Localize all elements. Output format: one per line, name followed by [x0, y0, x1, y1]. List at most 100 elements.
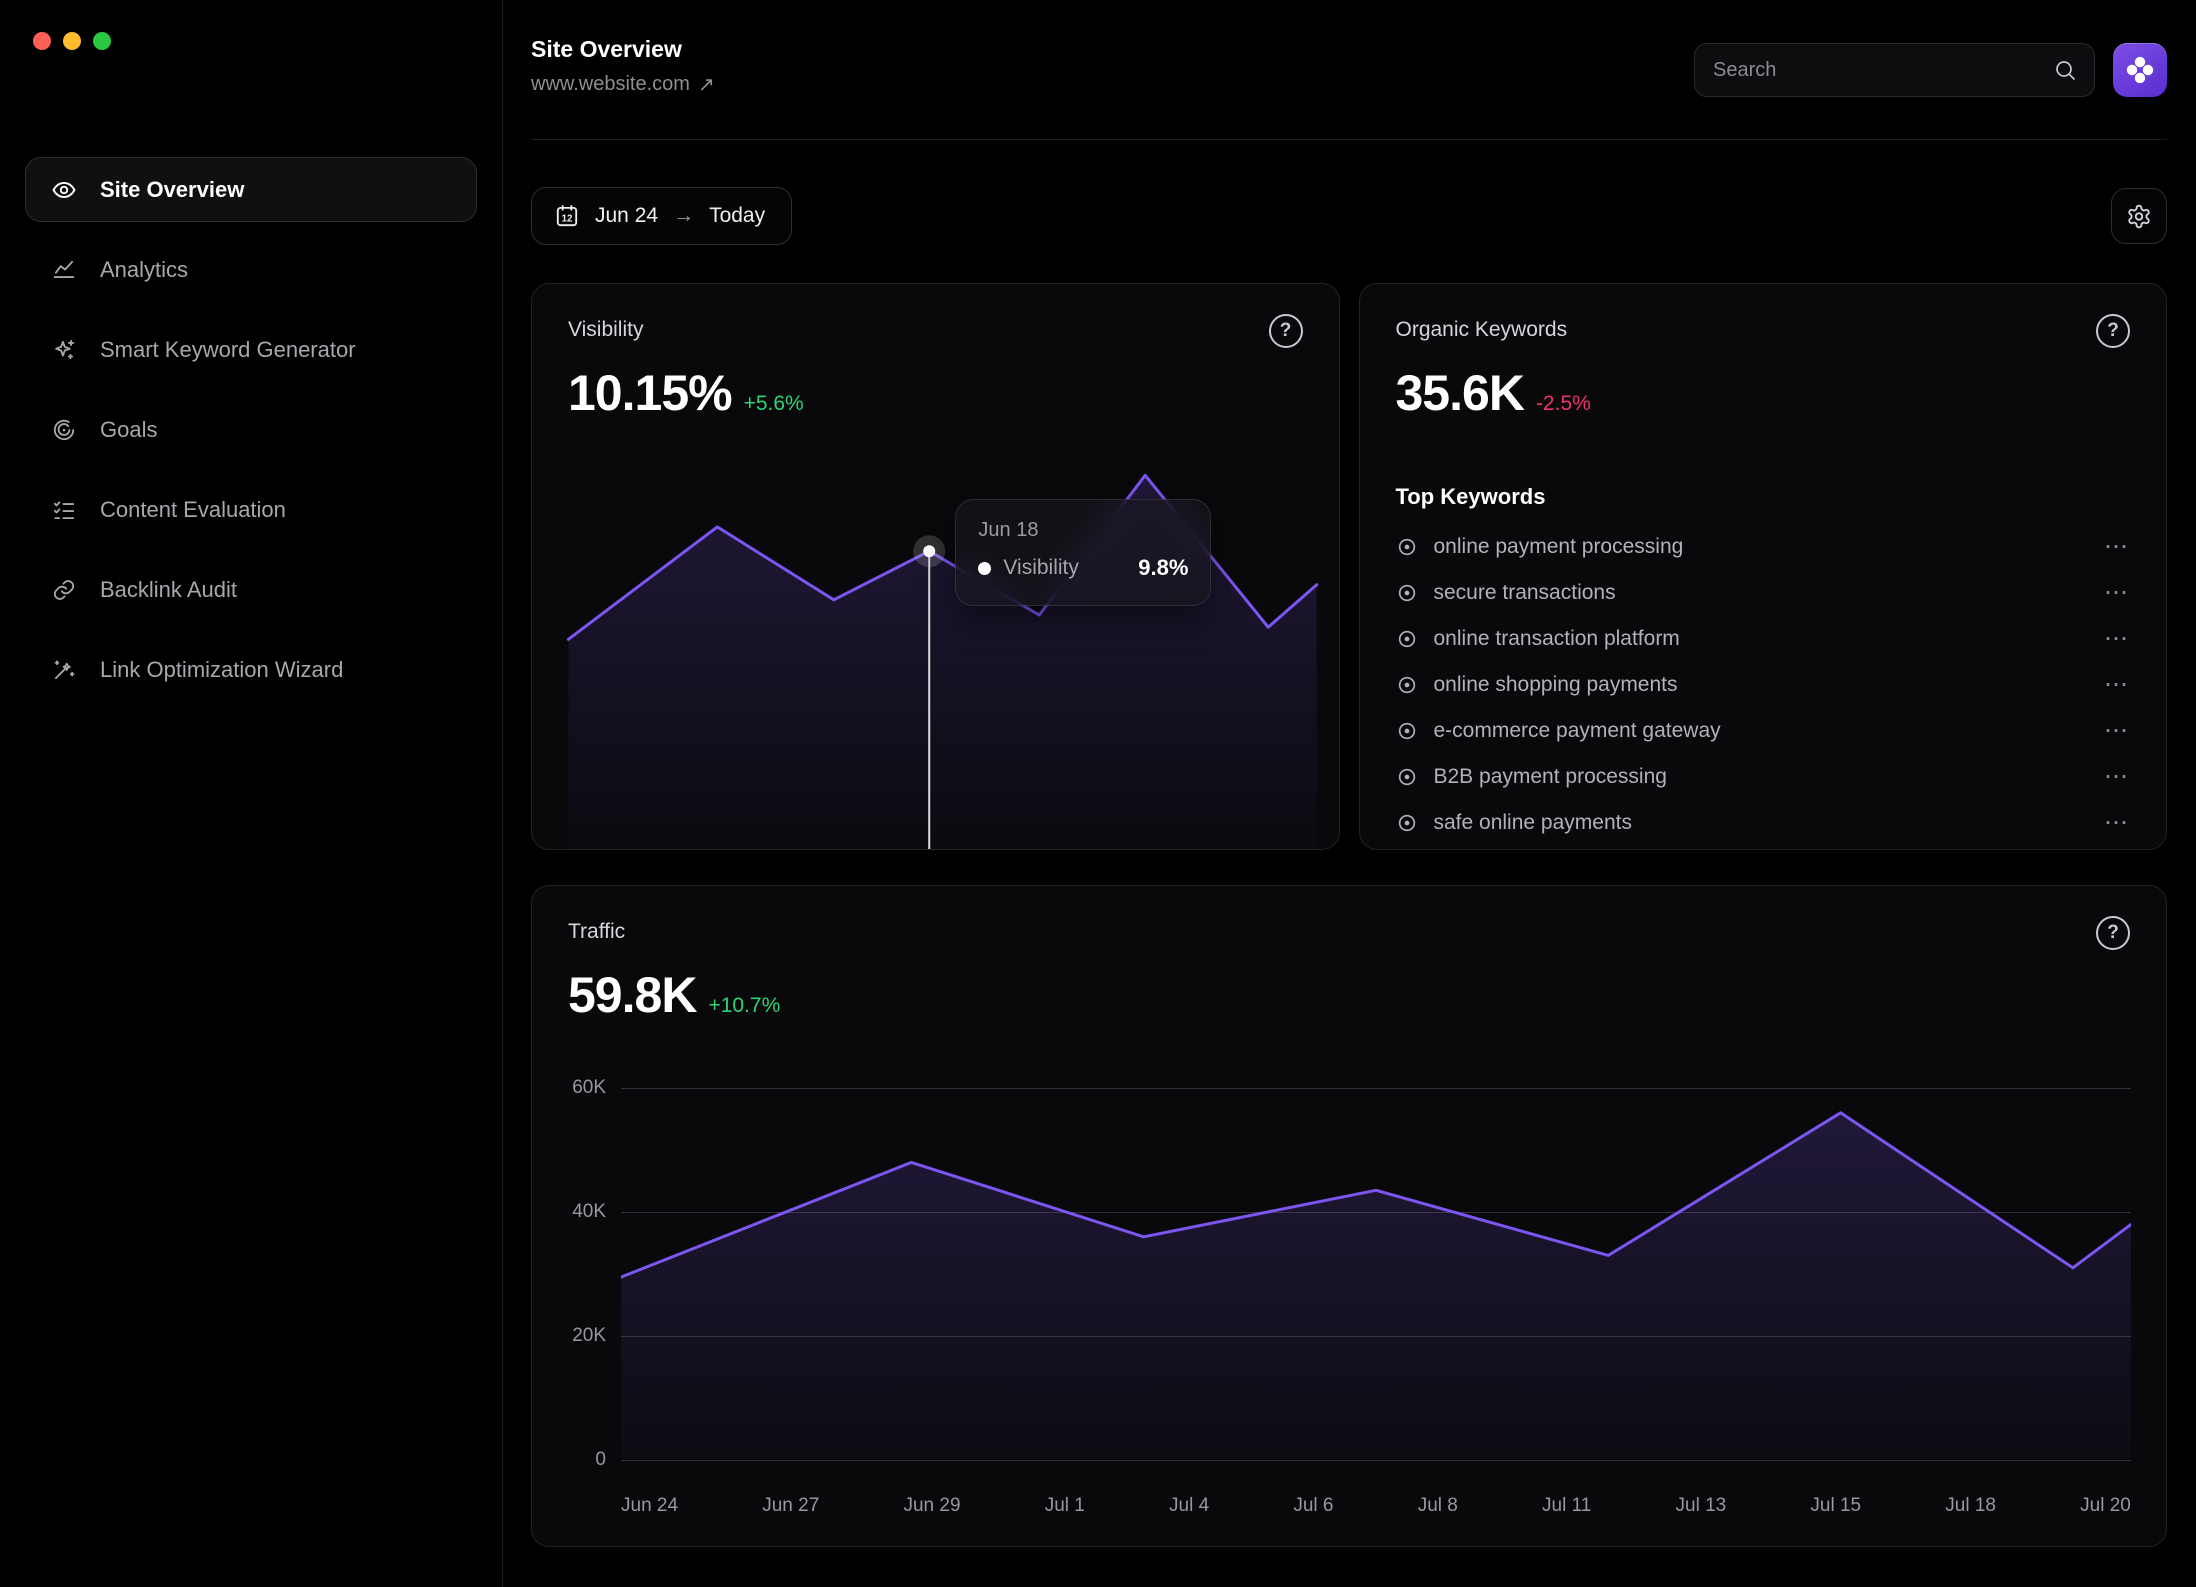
keyword-bullet-icon — [1398, 722, 1415, 740]
zoom-button[interactable] — [93, 32, 111, 50]
app-logo-button[interactable] — [2113, 43, 2167, 97]
line-chart-icon — [53, 260, 75, 278]
visibility-card-title: Visibility — [568, 318, 644, 341]
date-range-picker[interactable]: 12 Jun 24 → Today — [531, 187, 793, 245]
sidebar-item-label: Analytics — [100, 256, 189, 282]
keyword-row[interactable]: B2B payment processing ⋯ — [1396, 754, 2131, 800]
traffic-chart-svg — [621, 1111, 2131, 1460]
help-icon[interactable]: ? — [2096, 916, 2130, 950]
keyword-bullet-icon — [1398, 768, 1415, 786]
x-axis-tick: Jun 29 — [903, 1495, 961, 1516]
page-title: Site Overview — [531, 36, 682, 62]
traffic-value: 59.8K — [568, 967, 697, 1023]
keyword-row[interactable]: online payment processing ⋯ — [1396, 524, 2131, 570]
sidebar-item-content-evaluation[interactable]: Content Evaluation — [25, 477, 477, 542]
tooltip-series: Visibility — [1003, 556, 1079, 579]
settings-button[interactable] — [2111, 188, 2167, 244]
sidebar: Site Overview Analytics Smart Keyword Ge… — [0, 0, 503, 1587]
top-keywords-heading: Top Keywords — [1395, 484, 1546, 509]
keyword-row[interactable]: e-commerce payment gateway ⋯ — [1396, 708, 2131, 754]
arrow-right-icon: → — [673, 204, 695, 227]
sidebar-nav: Site Overview Analytics Smart Keyword Ge… — [25, 157, 477, 702]
keyword-bullet-icon — [1398, 630, 1415, 648]
keyword-bullet-icon — [1398, 814, 1415, 832]
more-options-icon[interactable]: ⋯ — [2104, 579, 2130, 606]
keyword-label: safe online payments — [1433, 811, 1632, 834]
page-title-block: Site Overview www.website.com ↗ — [531, 36, 715, 97]
search-icon — [2056, 61, 2075, 80]
header-actions — [1694, 43, 2167, 97]
traffic-card-title: Traffic — [568, 920, 626, 943]
site-url-text: www.website.com — [531, 73, 690, 95]
keyword-bullet-icon — [1398, 584, 1415, 602]
x-axis-tick: Jul 8 — [1417, 1495, 1458, 1516]
page-header: Site Overview www.website.com ↗ — [531, 0, 2167, 140]
visibility-card: Visibility ? 10.15% +5.6% — [531, 283, 1340, 850]
close-button[interactable] — [33, 32, 51, 50]
external-link-icon: ↗ — [697, 74, 715, 96]
more-options-icon[interactable]: ⋯ — [2104, 763, 2130, 790]
tooltip-row: Visibility 9.8% — [978, 555, 1188, 581]
visibility-chart[interactable]: Jun 18 Visibility 9.8% — [532, 454, 1339, 849]
gridline-0 — [621, 1460, 2131, 1461]
x-axis-tick: Jul 6 — [1293, 1495, 1334, 1516]
eye-icon — [52, 181, 76, 198]
chart-tooltip: Jun 18 Visibility 9.8% — [955, 499, 1212, 606]
visibility-card-header: Visibility ? — [568, 314, 1303, 348]
help-icon[interactable]: ? — [1268, 314, 1303, 348]
site-url-link[interactable]: www.website.com ↗ — [531, 72, 715, 97]
more-options-icon[interactable]: ⋯ — [2104, 625, 2130, 652]
checklist-icon — [53, 500, 75, 519]
x-axis-tick: Jul 13 — [1675, 1495, 1727, 1516]
series-dot-icon — [978, 561, 992, 575]
more-options-icon[interactable]: ⋯ — [2104, 717, 2130, 744]
more-options-icon[interactable]: ⋯ — [2104, 671, 2130, 698]
keyword-bullet-icon — [1398, 538, 1415, 556]
wand-icon — [54, 659, 75, 679]
main-content: Site Overview www.website.com ↗ — [503, 0, 2196, 1587]
keyword-label: B2B payment processing — [1433, 765, 1667, 788]
keyword-row[interactable]: online shopping payments ⋯ — [1396, 662, 2131, 708]
keyword-label: online shopping payments — [1433, 673, 1678, 696]
link-icon — [53, 579, 75, 600]
organic-keywords-card: Organic Keywords ? 35.6K -2.5% Top Keywo… — [1358, 283, 2167, 850]
keywords-card-title: Organic Keywords — [1395, 318, 1568, 341]
sidebar-item-link-optimization-wizard[interactable]: Link Optimization Wizard — [25, 637, 477, 702]
keyword-row[interactable]: secure transactions ⋯ — [1396, 570, 2131, 616]
more-options-icon[interactable]: ⋯ — [2104, 533, 2130, 560]
sidebar-item-goals[interactable]: Goals — [25, 397, 477, 462]
svg-text:12: 12 — [562, 213, 573, 224]
visibility-metric: 10.15% +5.6% — [568, 364, 1303, 422]
search-box — [1694, 43, 2095, 97]
x-axis-tick: Jun 27 — [762, 1495, 820, 1516]
keyword-label: secure transactions — [1433, 581, 1616, 604]
summary-cards-row: Visibility ? 10.15% +5.6% — [531, 283, 2167, 850]
minimize-button[interactable] — [63, 32, 81, 50]
keyword-row[interactable]: safe online payments ⋯ — [1396, 800, 2131, 846]
date-range-end: Today — [709, 204, 766, 227]
traffic-card-header: Traffic ? — [568, 916, 2130, 950]
keyword-row[interactable]: online transaction platform ⋯ — [1396, 616, 2131, 662]
sidebar-item-backlink-audit[interactable]: Backlink Audit — [25, 557, 477, 622]
x-axis-tick: Jul 15 — [1810, 1495, 1862, 1516]
sidebar-item-label: Backlink Audit — [100, 576, 237, 602]
sidebar-item-label: Goals — [100, 416, 158, 442]
sidebar-item-analytics[interactable]: Analytics — [25, 237, 477, 302]
search-input[interactable] — [1713, 58, 2052, 82]
sidebar-item-smart-keyword-generator[interactable]: Smart Keyword Generator — [25, 317, 477, 382]
more-options-icon[interactable]: ⋯ — [2104, 809, 2130, 836]
help-icon[interactable]: ? — [2096, 314, 2130, 348]
pinwheel-logo-icon — [2126, 56, 2154, 84]
sidebar-item-site-overview[interactable]: Site Overview — [25, 157, 477, 222]
x-axis-tick: Jul 20 — [2080, 1495, 2131, 1516]
traffic-metric: 59.8K +10.7% — [568, 966, 2130, 1024]
date-range-start: Jun 24 — [595, 204, 659, 227]
sidebar-item-label: Link Optimization Wizard — [100, 656, 344, 682]
keywords-metric: 35.6K -2.5% — [1396, 364, 2131, 422]
keyword-label: online transaction platform — [1433, 627, 1680, 650]
x-axis-tick: Jul 18 — [1945, 1495, 1996, 1516]
traffic-chart[interactable]: 60K 40K 20K 0 — [572, 1077, 2131, 1470]
x-axis-tick: Jul 1 — [1044, 1495, 1085, 1516]
visibility-delta: +5.6% — [743, 392, 804, 415]
